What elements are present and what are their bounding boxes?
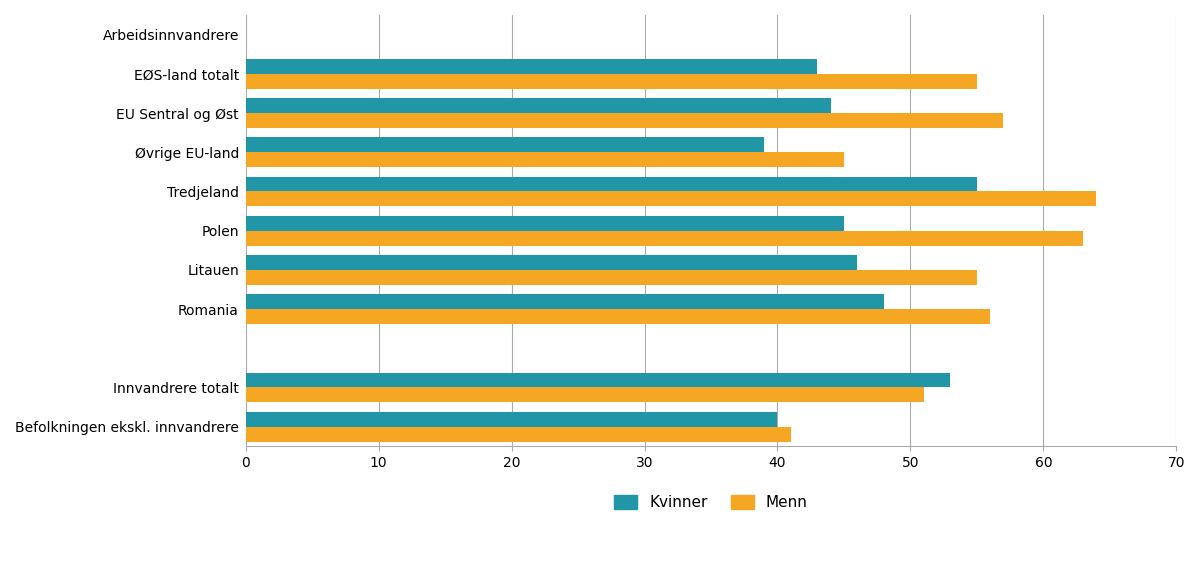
- Bar: [246, 294, 884, 309]
- Bar: [246, 74, 977, 89]
- Bar: [246, 309, 990, 324]
- Bar: [246, 152, 844, 167]
- Bar: [246, 98, 830, 113]
- Bar: [246, 372, 950, 388]
- Bar: [246, 255, 857, 270]
- Bar: [246, 113, 1003, 128]
- Bar: [246, 138, 764, 152]
- Bar: [246, 427, 791, 441]
- Bar: [246, 230, 1084, 246]
- Bar: [246, 411, 778, 427]
- Bar: [246, 59, 817, 74]
- Bar: [246, 216, 844, 230]
- Bar: [246, 191, 1097, 207]
- Legend: Kvinner, Menn: Kvinner, Menn: [608, 489, 814, 516]
- Bar: [246, 270, 977, 285]
- Bar: [246, 177, 977, 191]
- Bar: [246, 388, 924, 402]
